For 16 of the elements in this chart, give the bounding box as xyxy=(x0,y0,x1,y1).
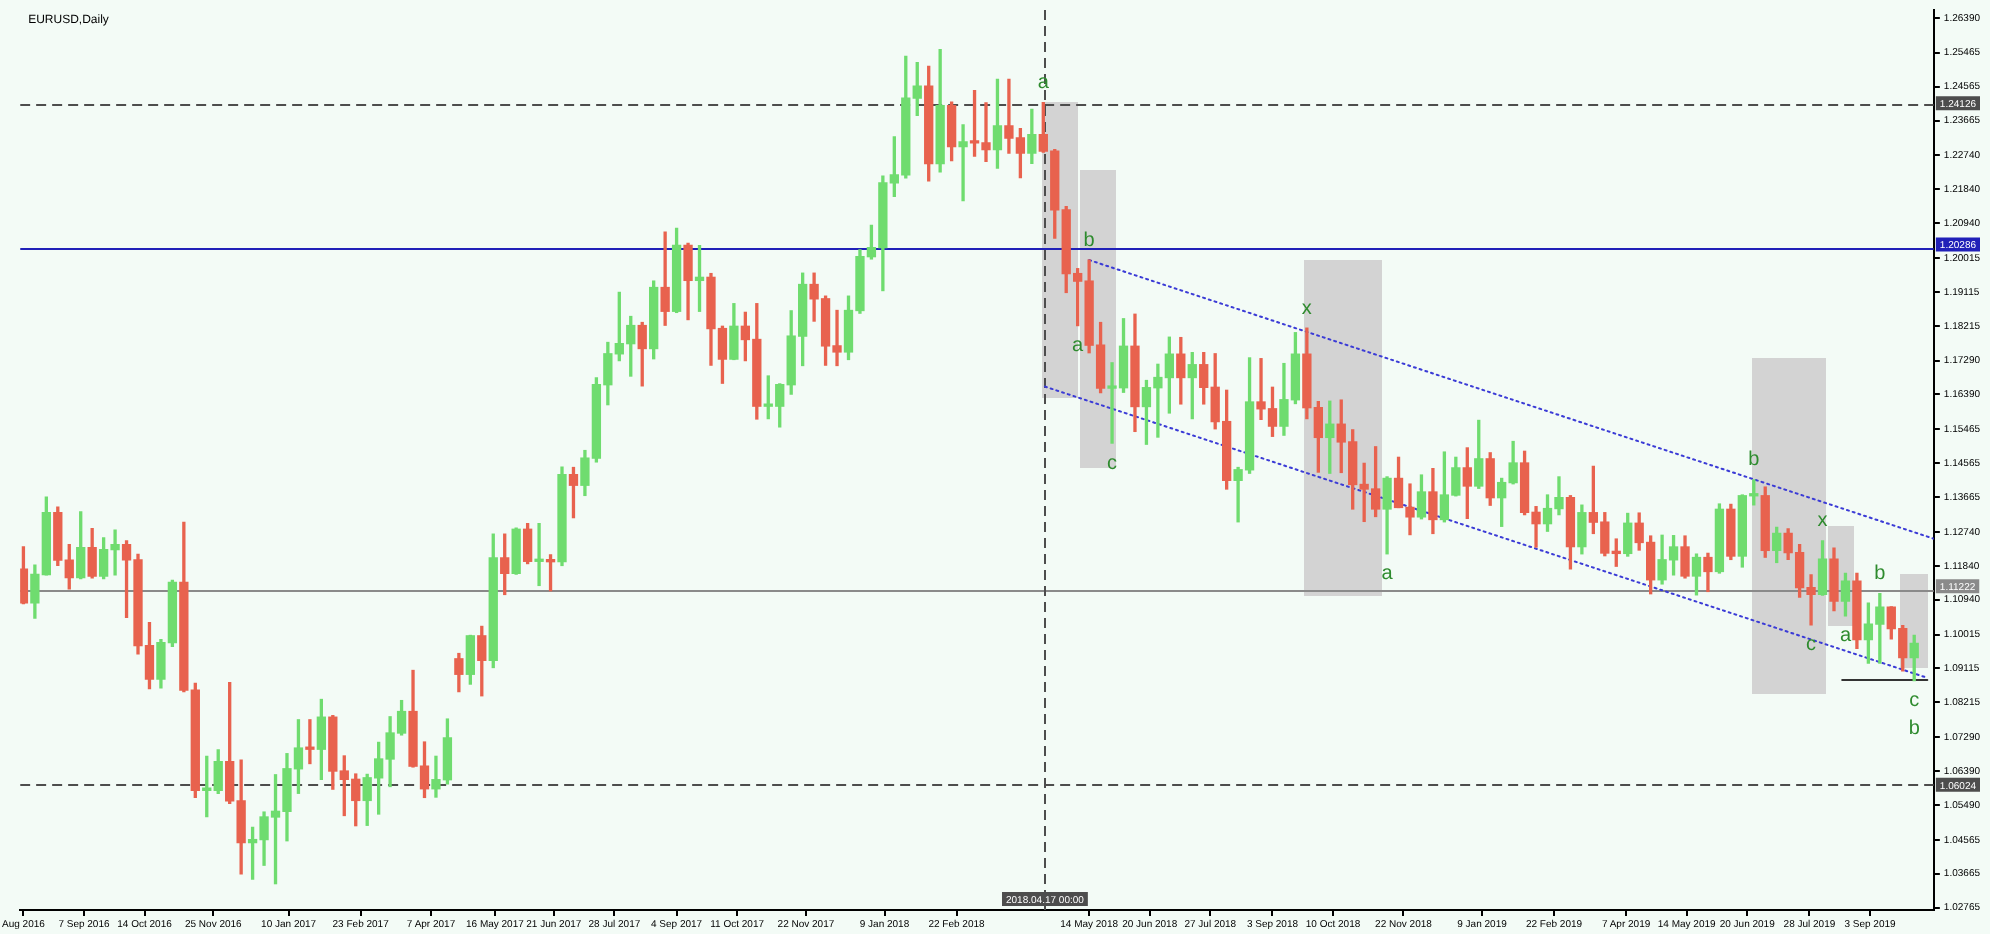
annotation: b xyxy=(1083,229,1096,252)
annotation: a xyxy=(1839,625,1852,648)
annotation: c xyxy=(1107,452,1118,475)
annotation: b xyxy=(1748,449,1761,472)
annotation: c xyxy=(1909,690,1920,713)
candlestick xyxy=(305,719,315,765)
annotation: b xyxy=(1874,563,1887,586)
annotation: a xyxy=(1037,72,1050,95)
annotation: c xyxy=(1806,634,1817,657)
annotation: a xyxy=(1072,335,1085,358)
candlestick xyxy=(958,124,968,202)
annotation: x xyxy=(1301,297,1312,320)
candlestick xyxy=(534,522,544,587)
annotation: a xyxy=(1381,563,1394,586)
annotation: b xyxy=(1908,718,1921,741)
annotation: x xyxy=(1817,510,1828,533)
